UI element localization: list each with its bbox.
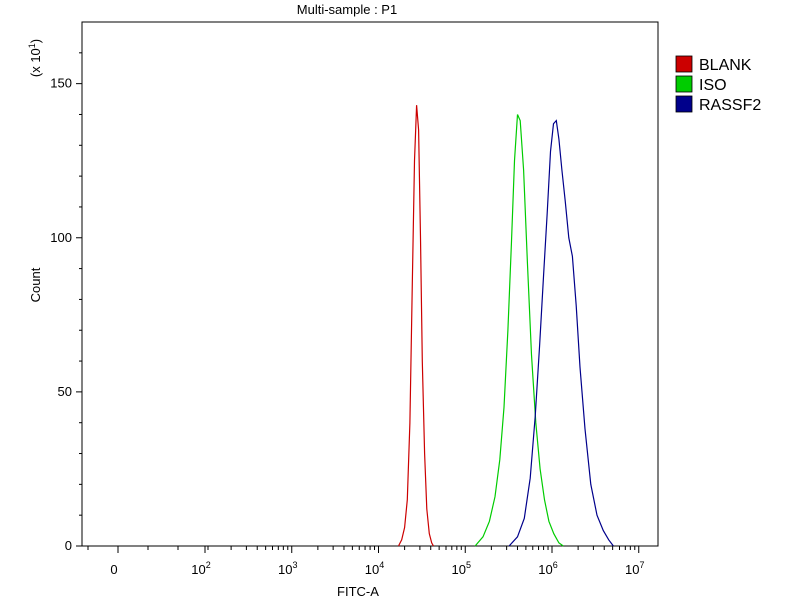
x-tick-base: 10 [452, 562, 466, 577]
x-tick-label: 105 [452, 560, 471, 577]
x-axis-ticks: 0 102 103 104 105 106 107 [87, 546, 644, 577]
x-tick-label: 107 [625, 560, 644, 577]
x-tick-label: 0 [110, 562, 117, 577]
x-tick-label: 102 [191, 560, 210, 577]
y-tick-label: 150 [50, 76, 72, 91]
series-lines [397, 105, 614, 547]
y-tick-label: 100 [50, 230, 72, 245]
x-tick-base: 10 [365, 562, 379, 577]
x-tick-label: 106 [538, 560, 557, 577]
chart-title: Multi-sample : P1 [297, 2, 397, 17]
x-tick-exp: 5 [466, 560, 471, 570]
x-tick-exp: 2 [206, 560, 211, 570]
x-tick-label: 104 [365, 560, 384, 577]
x-tick-exp: 3 [292, 560, 297, 570]
legend-swatch-iso [675, 75, 693, 93]
y-tick-label: 50 [58, 384, 72, 399]
x-tick-base: 10 [191, 562, 205, 577]
x-tick-label: 103 [278, 560, 297, 577]
x-tick-base: 10 [278, 562, 292, 577]
plot-frame [81, 21, 659, 547]
series-line-blank [397, 105, 435, 547]
series-line-iso [474, 114, 564, 547]
x-tick-base: 10 [538, 562, 552, 577]
legend-label: ISO [699, 77, 727, 94]
series-line-rassf2 [508, 119, 614, 547]
x-tick-exp: 7 [639, 560, 644, 570]
x-tick-exp: 4 [379, 560, 384, 570]
y-multiplier-exp: 1 [27, 43, 37, 48]
x-axis-label: FITC-A [337, 584, 379, 599]
legend: BLANK ISO RASSF2 [675, 55, 761, 114]
y-multiplier-label: (x 101) [27, 39, 43, 77]
x-tick-base: 0 [110, 562, 117, 577]
legend-swatch-rassf2 [675, 95, 693, 113]
y-axis-label: Count [28, 267, 43, 302]
y-axis-ticks: 0 50 100 150 [50, 52, 82, 553]
y-tick-label: 0 [65, 538, 72, 553]
legend-label: RASSF2 [699, 97, 761, 114]
svg-text:(x 101): (x 101) [27, 39, 43, 77]
x-tick-exp: 6 [553, 560, 558, 570]
y-multiplier-base: (x 10 [28, 48, 43, 77]
x-tick-base: 10 [625, 562, 639, 577]
legend-swatch-blank [675, 55, 693, 73]
legend-label: BLANK [699, 57, 752, 74]
